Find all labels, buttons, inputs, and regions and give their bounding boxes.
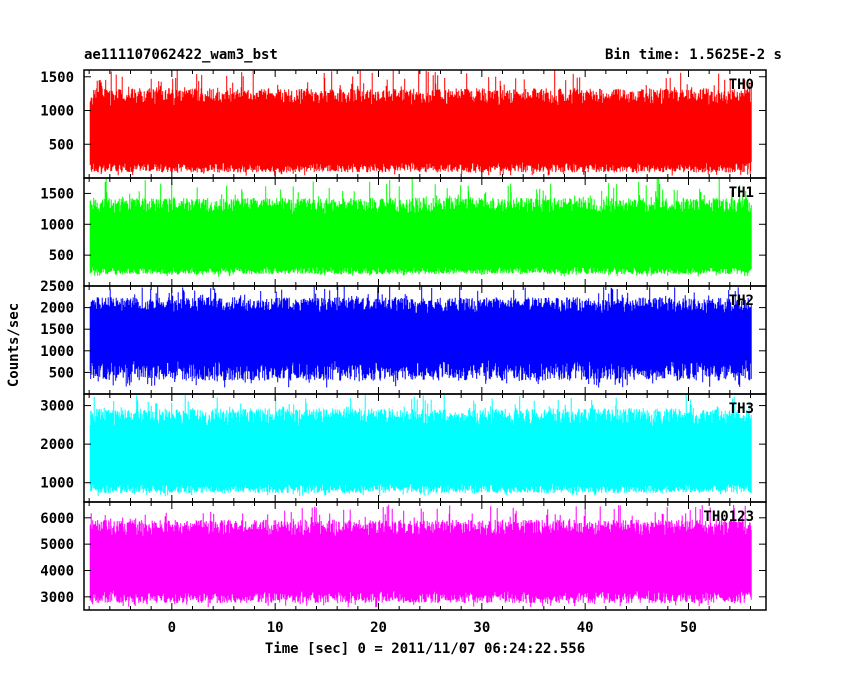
y-tick-label: 1500 <box>40 186 74 202</box>
series-th0 <box>89 70 752 176</box>
y-tick-label: 500 <box>49 365 74 381</box>
y-tick-label: 6000 <box>40 511 74 527</box>
y-tick-label: 1000 <box>40 344 74 360</box>
series-th1 <box>89 178 752 277</box>
series-th2 <box>89 286 752 388</box>
y-tick-label: 3000 <box>40 590 74 606</box>
panel-frame <box>83 501 767 611</box>
x-axis-label: Time [sec] 0 = 2011/11/07 06:24:22.556 <box>265 641 585 657</box>
y-tick-label: 5000 <box>40 537 74 553</box>
series-label: TH0 <box>729 77 754 93</box>
panel-th2: 500 1000 1500 2000 2500 TH2 <box>40 279 767 395</box>
x-tick-label: 50 <box>680 620 697 636</box>
y-tick-label: 500 <box>49 248 74 264</box>
y-tick-label: 500 <box>49 137 74 153</box>
panel-th0: 500 1000 1500 TH0 <box>40 69 767 179</box>
y-tick-label: 1500 <box>40 70 74 86</box>
panel-th1: 500 1000 1500 TH1 <box>40 177 767 287</box>
x-tick-label: 30 <box>473 620 490 636</box>
y-tick-label: 1000 <box>40 217 74 233</box>
y-tick-label: 4000 <box>40 563 74 579</box>
y-tick-label: 1000 <box>40 104 74 120</box>
panel-th3: 1000 2000 3000 TH3 <box>40 393 767 503</box>
x-tick-label: 10 <box>267 620 284 636</box>
panel-th0123: 3000 4000 5000 6000 TH0123 <box>40 501 767 611</box>
x-tick-label: 40 <box>577 620 594 636</box>
series-th3 <box>89 394 752 497</box>
y-tick-label: 1500 <box>40 322 74 338</box>
series-label: TH3 <box>729 401 754 417</box>
y-tick-label: 2000 <box>40 437 74 453</box>
x-tick-label: 20 <box>370 620 387 636</box>
series-label: TH1 <box>729 185 754 201</box>
y-tick-label: 2000 <box>40 301 74 317</box>
y-axis-label: Counts/sec <box>6 303 22 387</box>
y-tick-label: 1000 <box>40 476 74 492</box>
bin-time-label: Bin time: 1.5625E-2 s <box>605 47 782 63</box>
series-th0123 <box>89 504 752 608</box>
chart-title: ae111107062422_wam3_bst <box>84 47 278 63</box>
y-tick-label: 2500 <box>40 279 74 295</box>
series-label: TH0123 <box>703 509 754 525</box>
y-tick-label: 3000 <box>40 399 74 415</box>
x-tick-label: 0 <box>168 620 176 636</box>
series-label: TH2 <box>729 293 754 309</box>
